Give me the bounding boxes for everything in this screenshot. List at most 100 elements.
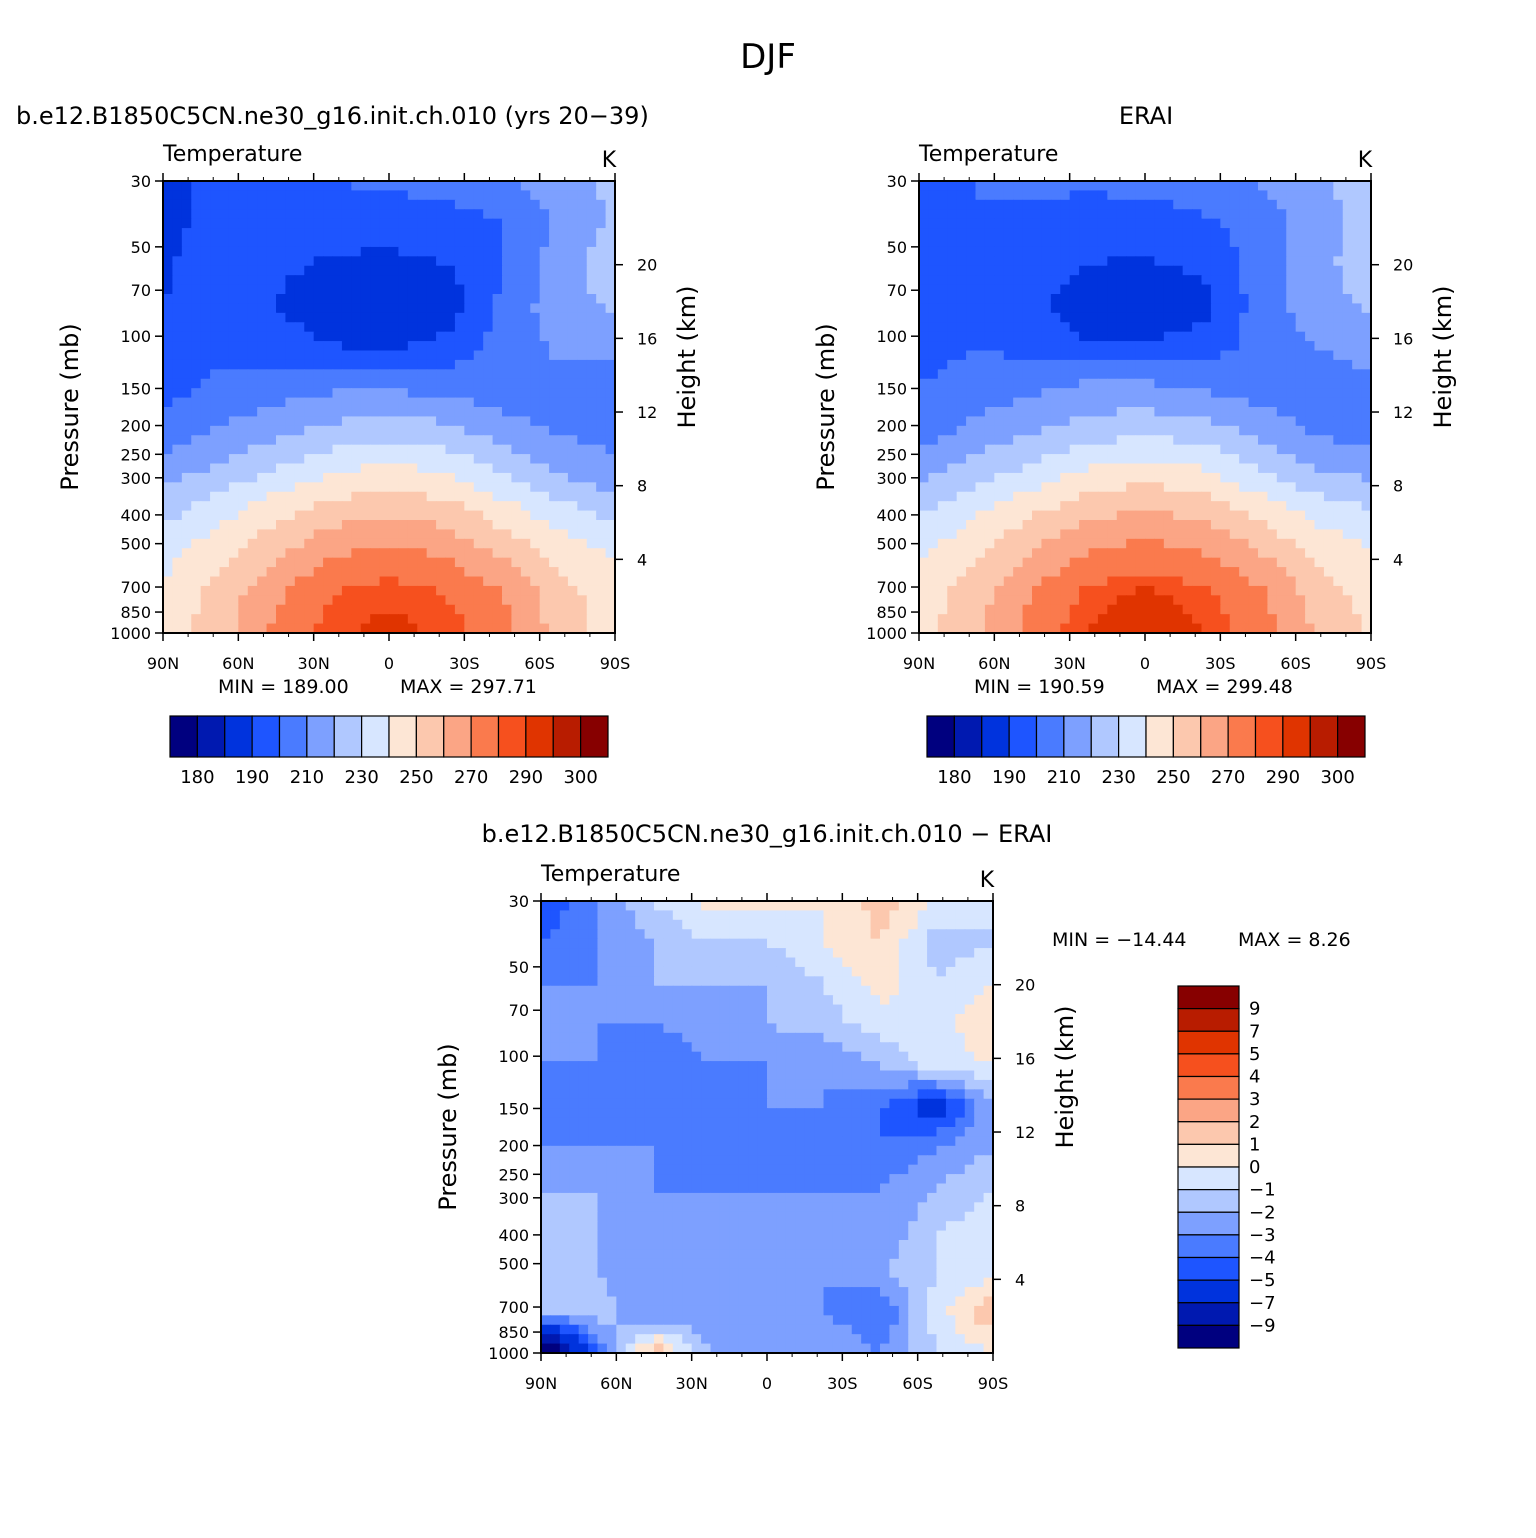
field-cell bbox=[417, 482, 428, 493]
field-cell bbox=[1192, 510, 1203, 521]
field-cell bbox=[928, 228, 939, 239]
field-cell bbox=[928, 435, 939, 446]
field-cell bbox=[426, 538, 437, 549]
field-cell bbox=[539, 341, 550, 352]
field-cell bbox=[1079, 425, 1090, 436]
field-cell bbox=[1342, 246, 1353, 257]
field-cell bbox=[1145, 228, 1156, 239]
field-cell bbox=[1022, 444, 1033, 455]
field-cell bbox=[511, 595, 522, 606]
y-tick-label: 200 bbox=[876, 417, 907, 436]
field-cell bbox=[276, 256, 287, 267]
field-cell bbox=[586, 623, 597, 633]
field-cell bbox=[454, 623, 465, 633]
field-cell bbox=[219, 595, 230, 606]
field-cell bbox=[539, 614, 550, 625]
field-cell bbox=[454, 341, 465, 352]
field-cell bbox=[1107, 369, 1118, 380]
field-cell bbox=[625, 919, 636, 930]
field-cell bbox=[257, 491, 268, 502]
field-cell bbox=[341, 275, 352, 286]
field-cell bbox=[163, 199, 174, 210]
field-cell bbox=[1163, 557, 1174, 568]
field-cell bbox=[1013, 567, 1024, 578]
field-cell bbox=[966, 444, 977, 455]
field-cell bbox=[1352, 265, 1363, 276]
field-cell bbox=[1145, 331, 1156, 342]
field-cell bbox=[1154, 510, 1165, 521]
field-cell bbox=[332, 529, 343, 540]
field-cell bbox=[1295, 557, 1306, 568]
field-cell bbox=[1069, 557, 1080, 568]
field-cell bbox=[483, 369, 494, 380]
field-cell bbox=[956, 463, 967, 474]
field-cell bbox=[1069, 482, 1080, 493]
field-cell bbox=[1352, 181, 1363, 192]
field-cell bbox=[1276, 595, 1287, 606]
field-cell bbox=[1173, 567, 1184, 578]
field-cell bbox=[294, 567, 305, 578]
field-cell bbox=[672, 919, 683, 930]
field-cell bbox=[210, 501, 221, 512]
field-cell bbox=[370, 237, 381, 248]
field-cell bbox=[360, 294, 371, 305]
field-cell bbox=[549, 520, 560, 531]
field-cell bbox=[389, 322, 400, 333]
field-cell bbox=[1079, 397, 1090, 408]
field-cell bbox=[332, 548, 343, 559]
field-cell bbox=[163, 209, 174, 220]
field-cell bbox=[200, 548, 211, 559]
field-cell bbox=[1352, 454, 1363, 465]
field-cell bbox=[351, 369, 362, 380]
field-cell bbox=[1050, 529, 1061, 540]
field-cell bbox=[370, 331, 381, 342]
field-cell bbox=[1107, 425, 1118, 436]
field-cell bbox=[1032, 510, 1043, 521]
field-cell bbox=[1107, 595, 1118, 606]
field-cell bbox=[1013, 614, 1024, 625]
field-cell bbox=[1239, 614, 1250, 625]
field-cell bbox=[1060, 237, 1071, 248]
colorbar-box bbox=[953, 715, 983, 758]
field-cell bbox=[917, 910, 928, 921]
field-cell bbox=[473, 557, 484, 568]
field-cell bbox=[549, 209, 560, 220]
field-cell bbox=[928, 548, 939, 559]
field-cell bbox=[1276, 275, 1287, 286]
field-cell bbox=[445, 454, 456, 465]
field-cell bbox=[1258, 294, 1269, 305]
field-cell bbox=[605, 510, 615, 521]
field-cell bbox=[596, 256, 607, 267]
field-cell bbox=[596, 218, 607, 229]
field-cell bbox=[257, 218, 268, 229]
field-cell bbox=[549, 604, 560, 615]
field-cell bbox=[483, 407, 494, 418]
field-cell bbox=[605, 548, 615, 559]
field-cell bbox=[285, 604, 296, 615]
field-cell bbox=[577, 529, 588, 540]
field-cell bbox=[1145, 265, 1156, 276]
field-cell bbox=[276, 265, 287, 276]
field-cell bbox=[163, 538, 174, 549]
field-cell bbox=[219, 567, 230, 578]
field-cell bbox=[1013, 529, 1024, 540]
field-cell bbox=[445, 322, 456, 333]
field-cell bbox=[436, 595, 447, 606]
field-cell bbox=[483, 322, 494, 333]
field-cell bbox=[586, 444, 597, 455]
field-cell bbox=[257, 256, 268, 267]
field-cell bbox=[1116, 190, 1127, 201]
field-cell bbox=[483, 604, 494, 615]
field-cell bbox=[1182, 237, 1193, 248]
field-cell bbox=[483, 501, 494, 512]
field-cell bbox=[984, 190, 995, 201]
field-cell bbox=[351, 585, 362, 596]
field-cell bbox=[928, 604, 939, 615]
field-cell bbox=[426, 407, 437, 418]
field-cell bbox=[1022, 256, 1033, 267]
field-cell bbox=[417, 510, 428, 521]
field-cell bbox=[454, 190, 465, 201]
field-cell bbox=[1060, 350, 1071, 361]
field-cell bbox=[398, 388, 409, 399]
field-cell bbox=[1116, 510, 1127, 521]
